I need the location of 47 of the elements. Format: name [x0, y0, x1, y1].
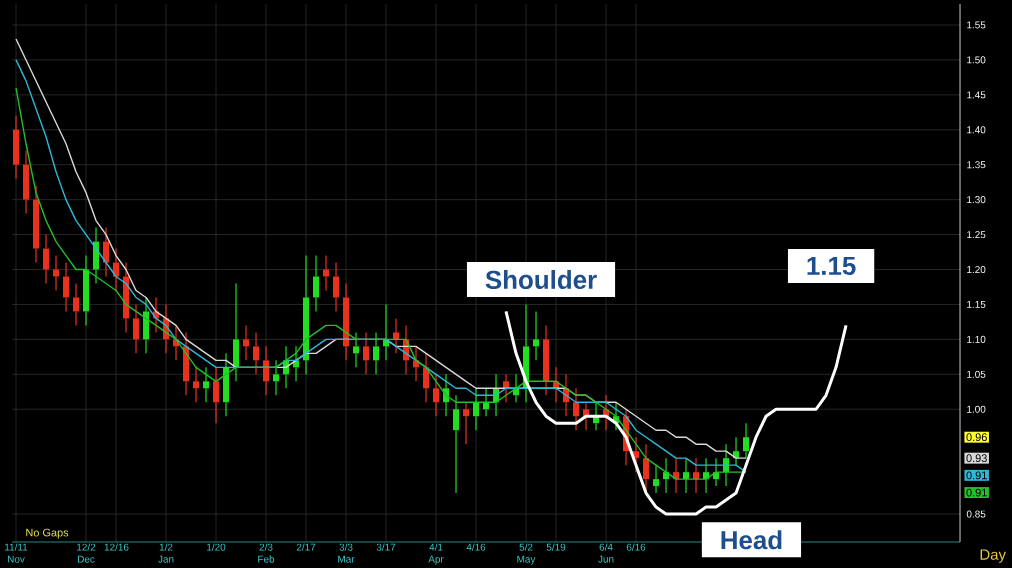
candlestick — [23, 150, 30, 215]
candlestick — [643, 443, 650, 494]
candlestick — [743, 422, 750, 459]
candlestick — [363, 331, 370, 375]
candlestick — [533, 310, 540, 361]
candlestick — [573, 387, 580, 431]
candlestick — [313, 254, 320, 313]
candlestick — [203, 366, 210, 403]
candlestick — [33, 185, 40, 264]
candlestick — [83, 254, 90, 327]
candlestick — [353, 331, 360, 368]
candlestick — [113, 247, 120, 292]
candlestick — [253, 331, 260, 375]
candlestick — [263, 345, 270, 396]
candlestick — [543, 324, 550, 396]
candlestick — [503, 373, 510, 403]
candlestick — [93, 226, 100, 285]
candlestick — [343, 282, 350, 361]
candlestick — [323, 254, 330, 292]
candlestick — [653, 464, 660, 494]
candlestick — [193, 366, 200, 403]
candlestick — [433, 373, 440, 417]
candlestick — [213, 366, 220, 424]
candlestick — [303, 254, 310, 375]
candlestick — [233, 282, 240, 382]
annotation: Head — [721, 530, 782, 550]
candlestick — [333, 261, 340, 313]
candlestick — [423, 352, 430, 403]
candlestick — [463, 401, 470, 445]
candlestick — [143, 296, 150, 354]
candlestick — [73, 282, 80, 327]
candlestick — [453, 394, 460, 494]
candlestick — [103, 226, 110, 278]
candlestick — [183, 331, 190, 396]
candlestick — [13, 115, 20, 180]
annotation: 1.15 — [807, 256, 856, 276]
candlestick — [273, 359, 280, 396]
candlestick — [43, 233, 50, 285]
candlestick — [53, 254, 60, 292]
candlestick — [473, 387, 480, 431]
candlestick — [223, 352, 230, 417]
annotation: Shoulder — [485, 270, 597, 290]
candlestick — [243, 324, 250, 361]
candlestick — [133, 303, 140, 354]
candlestick — [373, 331, 380, 375]
candlestick — [393, 317, 400, 354]
candlestick — [63, 261, 70, 313]
